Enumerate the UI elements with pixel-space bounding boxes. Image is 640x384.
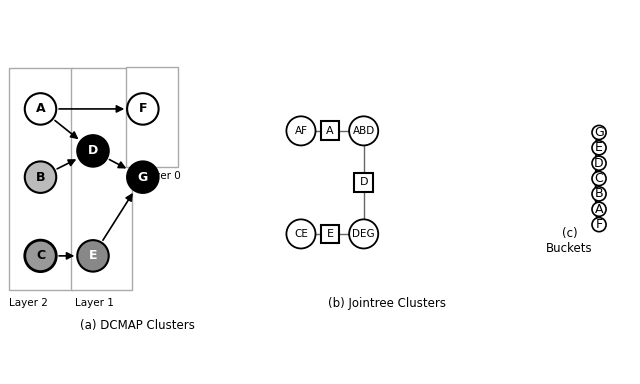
Text: DEG: DEG [353,229,375,239]
Circle shape [287,116,316,146]
Circle shape [25,93,56,125]
FancyBboxPatch shape [355,173,373,192]
Text: CE: CE [294,229,308,239]
Text: C: C [36,249,45,262]
FancyBboxPatch shape [126,67,179,167]
Circle shape [592,218,606,232]
Text: D: D [594,157,604,170]
Text: E: E [89,249,97,262]
Text: E: E [595,141,603,154]
FancyBboxPatch shape [321,225,339,243]
Text: Layer 1: Layer 1 [75,298,114,308]
Text: G: G [594,126,604,139]
Text: C: C [595,172,604,185]
Circle shape [25,240,56,271]
Circle shape [592,187,606,201]
Circle shape [127,93,159,125]
Text: B: B [36,170,45,184]
Circle shape [592,202,606,216]
Text: (b) Jointree Clusters: (b) Jointree Clusters [328,297,446,310]
Circle shape [592,172,606,185]
Circle shape [287,219,316,248]
Circle shape [592,156,606,170]
Circle shape [592,141,606,155]
FancyBboxPatch shape [70,68,132,290]
Circle shape [349,116,378,146]
Text: A: A [326,126,334,136]
Text: A: A [595,203,604,216]
Text: Layer 0: Layer 0 [141,171,180,181]
Text: (c)
Buckets: (c) Buckets [547,227,593,255]
Text: ABD: ABD [353,126,375,136]
Text: B: B [595,187,604,200]
Circle shape [127,161,159,193]
Circle shape [25,161,56,193]
Text: A: A [36,103,45,116]
Circle shape [77,135,109,167]
Text: Layer 2: Layer 2 [9,298,48,308]
Text: D: D [360,177,368,187]
Text: E: E [326,229,333,239]
Text: (a) DCMAP Clusters: (a) DCMAP Clusters [80,319,195,332]
Text: D: D [88,144,98,157]
Text: AF: AF [294,126,307,136]
Text: F: F [595,218,603,231]
Circle shape [349,219,378,248]
Text: F: F [139,103,147,116]
FancyBboxPatch shape [321,121,339,140]
Circle shape [77,240,109,271]
Circle shape [592,126,606,139]
FancyBboxPatch shape [9,68,74,290]
Text: G: G [138,170,148,184]
